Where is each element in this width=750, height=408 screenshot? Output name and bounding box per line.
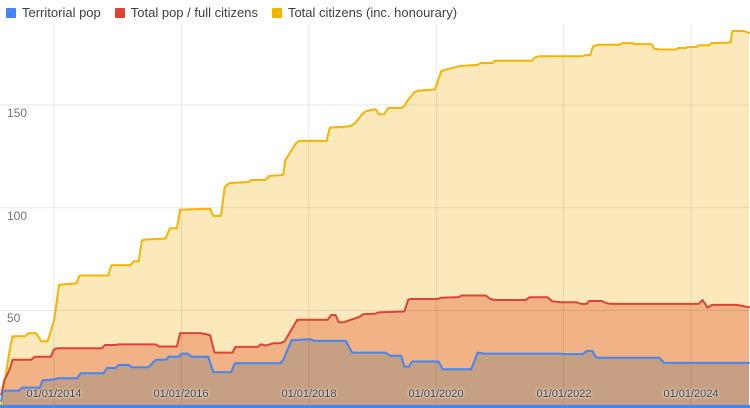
area-fill-0 (1, 339, 750, 408)
legend-label: Total pop / full citizens (130, 5, 258, 20)
x-tick-label: 01/01/2020 (408, 388, 464, 400)
series-line-2 (0, 30, 750, 408)
series-line-1 (0, 294, 750, 396)
legend-item-1[interactable]: Total pop / full citizens (114, 3, 258, 22)
y-tick-label: 50 (7, 311, 21, 325)
legend-item-2[interactable]: Total citizens (inc. honourary) (271, 3, 458, 22)
series-line-0 (0, 338, 750, 402)
x-tick-label: 01/01/2022 (536, 388, 592, 400)
y-tick-label: 150 (7, 106, 28, 120)
legend-item-0[interactable]: Territorial pop (6, 3, 101, 22)
legend-swatch-icon (114, 7, 125, 18)
legend-label: Territorial pop (22, 5, 101, 20)
legend-swatch-icon (271, 7, 282, 18)
x-tick-label: 01/01/2014 (26, 388, 82, 400)
x-tick-label: 01/01/2018 (281, 388, 337, 400)
x-tick-label: 01/01/2016 (153, 388, 209, 400)
bottom-accent-bar (0, 405, 750, 408)
x-tick-label: 01/01/2024 (663, 388, 719, 400)
legend-swatch-icon (6, 7, 16, 18)
legend-label: Total citizens (inc. honourary) (287, 5, 458, 20)
y-tick-label: 100 (7, 209, 28, 223)
chart-legend: Territorial pop Total pop / full citizens… (6, 3, 457, 22)
